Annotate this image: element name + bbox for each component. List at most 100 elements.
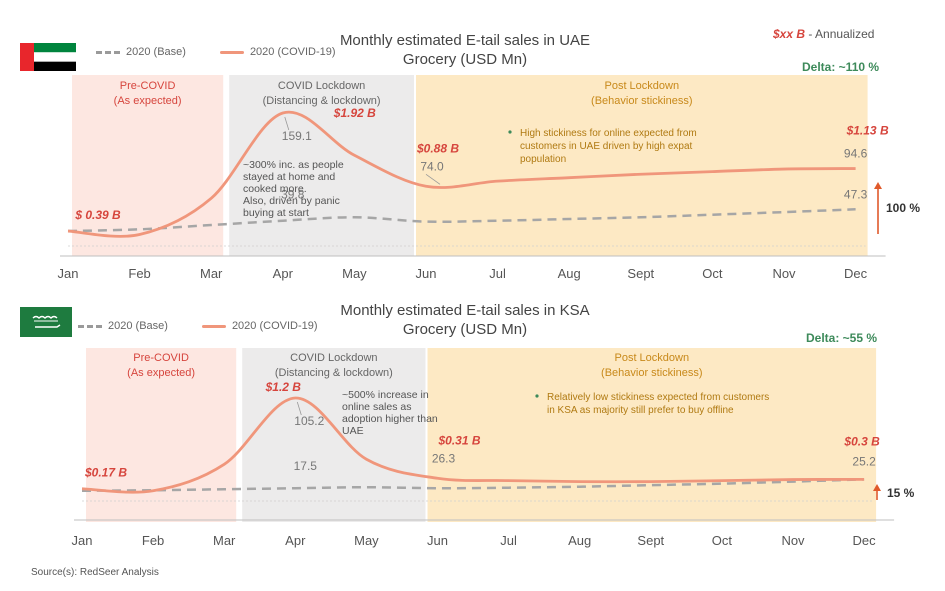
uae-tick-Jun: Jun [416,266,437,281]
ksa-tick-Jul: Jul [500,533,517,548]
ksa-annualized-1: $1.2 B [265,380,302,394]
ksa-value-label-0: 105.2 [294,414,324,428]
ksa-annotation-line-3: UAE [342,425,364,437]
uae-legend: 2020 (Base) 2020 (COVID-19) [96,46,336,58]
ksa-delta: Delta: ~55 % [806,331,878,345]
ksa-phase-label-0-0: Pre-COVID [133,352,189,364]
ksa-annualized-0: $0.17 B [84,466,127,480]
ksa-chart-title: Monthly estimated E-tail sales in KSA Gr… [300,301,630,339]
ksa-tick-Aug: Aug [568,533,591,548]
uae-chart-title: Monthly estimated E-tail sales in UAE Gr… [300,31,630,69]
ksa-bullet-line-0: Relatively low stickiness expected from … [547,392,769,403]
ksa-annualized-3: $0.3 B [843,434,880,448]
uae-annualized-1: $1.92 B [333,106,376,120]
uae-tick-May: May [342,266,367,281]
uae-tick-Sept: Sept [627,266,654,281]
uae-phase-label-2-1: (Behavior stickiness) [591,95,692,107]
ksa-tick-Jun: Jun [427,533,448,548]
uae-value-label-3: 94.6 [844,147,868,161]
ksa-bullet-line-1: in KSA as majority still prefer to buy o… [547,405,734,416]
ksa-value-label-1: 17.5 [294,459,318,473]
uae-phase-label-0-1: (As expected) [114,95,182,107]
ksa-phase-label-2-1: (Behavior stickiness) [601,367,702,379]
uae-annotation-line-1: stayed at home and [243,171,335,183]
ksa-plot: Pre-COVID (As expected) COVID Lockdown (Dis… [72,348,915,548]
legend-covid-label: 2020 (COVID-19) [249,46,336,58]
uae-tick-Apr: Apr [273,266,294,281]
uae-annotation-line-3: Also, driven by panic [243,195,340,207]
uae-plot: Pre-COVID (As expected) COVID Lockdown (Dis… [58,75,920,281]
ksa-growth-label: 15 % [887,486,915,500]
ksa-value-label-3: 25.2 [852,454,876,468]
uae-tick-Oct: Oct [702,266,723,281]
ksa-title-line-1: Monthly estimated E-tail sales in KSA [340,302,590,319]
uae-value-label-4: 47.3 [844,187,868,201]
uae-title-line-2: Grocery (USD Mn) [402,51,528,68]
ksa-phase-band-1 [242,348,426,522]
uae-annotation-line-4: buying at start [243,207,309,219]
uae-phase-band-1 [229,75,414,256]
legend-base-swatch [96,50,120,54]
uae-title-line-1: Monthly estimated E-tail sales in UAE [339,32,591,49]
ksa-bullet-dot [535,394,539,398]
ksa-annotation-line-0: ~500% increase in [342,389,429,401]
legend-covid-label: 2020 (COVID-19) [231,320,318,332]
legend-covid-swatch [201,324,226,328]
uae-phase-label-2-0: Post Lockdown [604,80,679,92]
ksa-tick-Jan: Jan [72,533,93,548]
uae-bullet-line-1: customers in UAE driven by high expat [520,141,693,152]
ksa-tick-Feb: Feb [142,533,164,548]
uae-value-label-1: 39.8 [281,188,305,202]
ksa-tick-Apr: Apr [285,533,306,548]
uae-value-label-0: 159.1 [282,129,312,143]
annualized-text: Annualized [815,27,875,41]
uae-tick-Nov: Nov [772,266,796,281]
ksa-tick-Sept: Sept [637,533,664,548]
uae-tick-Feb: Feb [128,266,150,281]
uae-value-label-2: 74.0 [420,159,444,173]
uae-tick-Jul: Jul [489,266,506,281]
ksa-series-base-line [81,478,865,493]
uae-phase-label-0-0: Pre-COVID [120,80,176,92]
annualized-key: $xx B - Annualized [773,27,875,41]
uae-growth-arrowhead [874,182,882,189]
source-note: Source(s): RedSeer Analysis [31,567,159,578]
ksa-series-covid-line [81,396,865,494]
uae-value-leader-2 [425,173,441,185]
ksa-tick-Nov: Nov [781,533,805,548]
legend-base-label: 2020 (Base) [126,46,186,58]
ksa-phase-label-1-0: COVID Lockdown [290,352,377,364]
uae-value-leader-0 [284,116,290,131]
ksa-phase-label-1-1: (Distancing & lockdown) [275,367,393,379]
annualized-sample: $xx B [773,27,806,41]
uae-tick-Mar: Mar [200,266,223,281]
ksa-phase-label-0-1: (As expected) [127,367,195,379]
uae-phase-label-1-1: (Distancing & lockdown) [263,95,381,107]
ksa-tick-May: May [354,533,379,548]
ksa-tick-Oct: Oct [712,533,733,548]
ksa-value-label-2: 26.3 [432,451,456,465]
uae-growth-label: 100 % [886,201,920,215]
ksa-tick-Mar: Mar [213,533,236,548]
ksa-annotation-line-1: online sales as [342,401,411,413]
uae-flag-icon [20,43,76,71]
ksa-growth-arrowhead [873,484,881,491]
uae-bullet-line-2: population [520,154,566,165]
ksa-title-line-2: Grocery (USD Mn) [402,321,528,338]
uae-tick-Jan: Jan [58,266,79,281]
uae-series-covid-line [67,110,856,238]
uae-phase-band-0 [72,75,224,256]
ksa-value-leader-0 [296,401,302,416]
ksa-tick-Dec: Dec [853,533,877,548]
uae-tick-Aug: Aug [558,266,581,281]
uae-tick-Dec: Dec [844,266,868,281]
uae-annualized-0: $ 0.39 B [74,208,121,222]
uae-series-base-line [67,208,856,233]
ksa-legend: 2020 (Base) 2020 (COVID-19) [78,320,318,332]
uae-annotation-line-0: ~300% inc. as people [243,159,344,171]
ksa-phase-label-2-0: Post Lockdown [614,352,689,364]
uae-bullet-line-0: High stickiness for online expected from [520,128,697,139]
uae-phase-band-2 [416,75,868,256]
ksa-flag-icon [20,307,72,337]
